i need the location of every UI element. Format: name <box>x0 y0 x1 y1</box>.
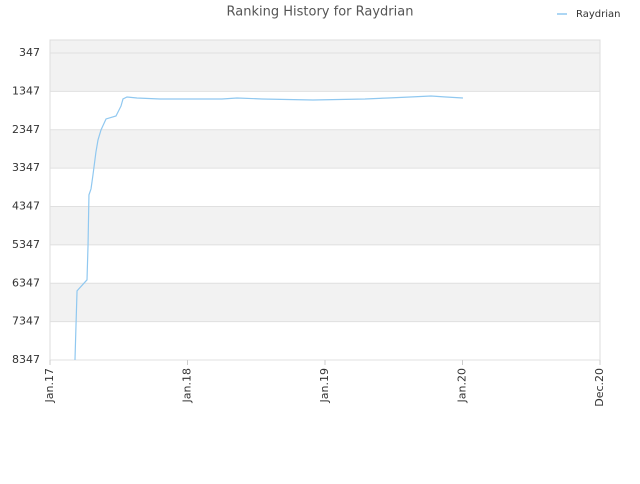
series-line <box>74 95 463 361</box>
chart-title: Ranking History for Raydrian <box>227 5 414 20</box>
x-tick-label: Jan.18 <box>181 368 194 403</box>
y-tick-label: 7347 <box>12 315 40 328</box>
x-tick-label: Jan.17 <box>43 368 56 403</box>
y-tick-label: 6347 <box>12 276 40 289</box>
band <box>50 129 600 169</box>
band <box>50 40 600 54</box>
band <box>50 283 600 322</box>
y-tick-label: 1347 <box>12 84 40 97</box>
y-tick-label: 2347 <box>12 123 40 136</box>
y-tick-label: 8347 <box>12 353 40 366</box>
x-tick-label: Jan.20 <box>456 368 469 403</box>
band <box>50 206 600 245</box>
y-tick-label: 4347 <box>12 200 40 213</box>
y-tick-label: 5347 <box>12 238 40 251</box>
legend-label: Raydrian <box>576 9 620 20</box>
x-tick-label: Dec.20 <box>593 368 606 407</box>
y-tick-label: 3347 <box>12 161 40 174</box>
x-tick-label: Jan.19 <box>318 368 331 403</box>
band <box>50 53 600 92</box>
y-tick-label: 347 <box>19 46 40 59</box>
